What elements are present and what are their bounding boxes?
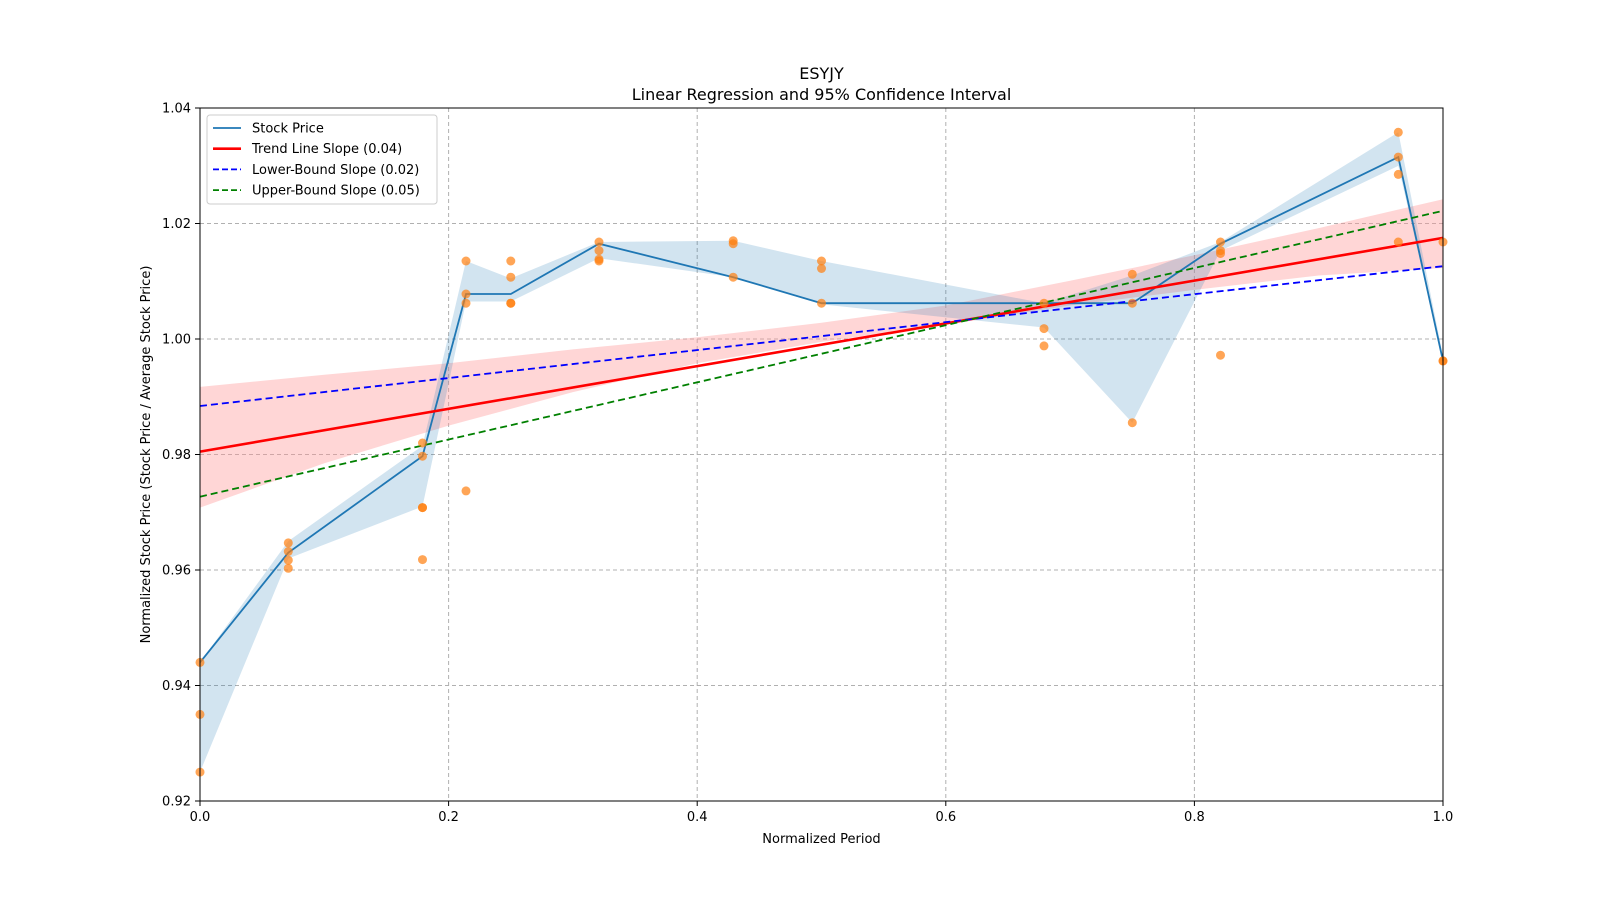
legend: Stock Price Trend Line Slope (0.04) Lower-…	[206, 114, 438, 205]
y-tick-label: 1.02	[162, 217, 191, 232]
y-tick-label: 0.94	[162, 679, 191, 694]
x-tick-label: 0.6	[935, 810, 956, 825]
legend-label-upper: Upper-Bound Slope (0.05)	[252, 184, 420, 199]
y-axis-label: Normalized Stock Price (Stock Price / Av…	[139, 266, 154, 644]
scatter-point	[1216, 249, 1225, 258]
scatter-point	[461, 289, 471, 299]
legend-box	[206, 114, 438, 205]
scatter-points	[195, 127, 1448, 777]
y-tick-label: 0.96	[162, 564, 191, 579]
scatter-point	[817, 264, 826, 273]
scatter-point	[506, 256, 516, 266]
x-tick-label: 0.4	[687, 810, 708, 825]
scatter-point	[728, 239, 738, 249]
legend-label-lower: Lower-Bound Slope (0.02)	[252, 163, 419, 178]
scatter-point	[817, 298, 826, 308]
scatter-point	[283, 547, 293, 556]
scatter-point	[1393, 169, 1403, 179]
scatter-point	[1039, 341, 1049, 351]
scatter-point	[594, 256, 604, 266]
scatter-point	[1039, 324, 1049, 334]
x-axis-ticks: 0.0 0.2 0.4 0.6 0.8 1.0	[190, 801, 1454, 825]
scatter-point	[283, 563, 293, 573]
scatter-point	[1216, 350, 1225, 360]
scatter-point	[418, 451, 427, 461]
scatter-point	[461, 256, 471, 266]
trend-line	[199, 236, 1444, 453]
scatter-point	[418, 555, 427, 565]
scatter-point	[418, 503, 427, 513]
x-axis-label: Normalized Period	[762, 832, 880, 847]
scatter-point	[506, 298, 516, 308]
legend-label-stock: Stock Price	[252, 122, 324, 137]
scatter-point	[817, 256, 826, 266]
x-tick-label: 0.0	[190, 810, 211, 825]
x-tick-label: 1.0	[1433, 810, 1454, 825]
scatter-point	[1127, 418, 1137, 428]
y-tick-label: 1.04	[162, 102, 191, 117]
scatter-point	[461, 486, 471, 496]
scatter-point	[728, 272, 738, 282]
scatter-point	[594, 237, 604, 247]
scatter-point	[1393, 237, 1403, 247]
upper-bound-line	[199, 209, 1444, 498]
y-axis-ticks: 0.92 0.94 0.96 0.98 1.00 1.02 1.04	[162, 102, 200, 810]
y-tick-label: 1.00	[162, 333, 191, 348]
scatter-point	[283, 555, 293, 565]
scatter-point	[594, 246, 604, 256]
scatter-point	[1127, 269, 1137, 279]
scatter-point	[1216, 237, 1225, 247]
legend-label-trend: Trend Line Slope (0.04)	[251, 142, 402, 157]
scatter-point	[461, 298, 471, 308]
x-tick-label: 0.2	[438, 810, 459, 825]
x-tick-label: 0.8	[1184, 810, 1205, 825]
scatter-point	[506, 272, 516, 282]
scatter-point	[1393, 127, 1403, 137]
scatter-point	[283, 538, 293, 548]
scatter-point	[418, 438, 427, 448]
y-tick-label: 0.98	[162, 448, 191, 463]
scatter-point	[1127, 298, 1137, 308]
chart-subtitle: Linear Regression and 95% Confidence Int…	[632, 85, 1012, 104]
chart-title: ESYJY	[799, 64, 844, 83]
scatter-point	[1039, 298, 1049, 308]
plot-area	[200, 108, 1443, 801]
scatter-point	[1393, 152, 1403, 162]
y-tick-label: 0.92	[162, 795, 191, 810]
